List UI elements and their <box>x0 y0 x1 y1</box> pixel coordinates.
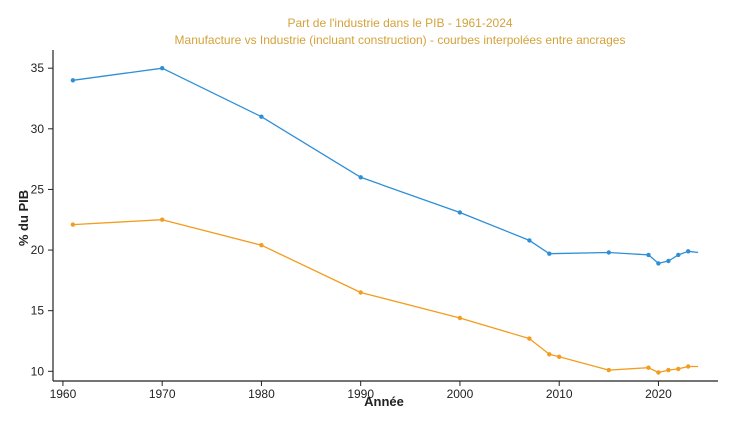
data-point <box>70 222 76 227</box>
x-tick-label: 1990 <box>347 387 374 401</box>
series-0 <box>70 66 699 266</box>
x-tick-label: 1960 <box>50 387 77 401</box>
data-point <box>606 367 611 373</box>
series-line <box>72 67 699 265</box>
data-point <box>70 78 76 83</box>
y-axis-label: % du PIB <box>16 190 31 246</box>
x-tick-label: 2020 <box>645 387 672 401</box>
y-tick-label: 35 <box>31 61 45 75</box>
series-line <box>72 219 699 374</box>
y-tick-label: 15 <box>31 304 45 318</box>
series-layer <box>70 66 699 375</box>
data-point <box>358 290 363 295</box>
data-point <box>646 365 651 370</box>
y-tick-label: 10 <box>31 364 45 378</box>
data-point <box>676 366 681 372</box>
y-tick-label: 30 <box>31 122 45 136</box>
data-point <box>676 252 681 258</box>
x-tick-label: 2010 <box>546 387 573 401</box>
x-tick-label: 2000 <box>447 387 474 401</box>
chart-title: Part de l'industrie dans le PIB - 1961-2… <box>287 16 512 30</box>
data-point <box>557 354 562 359</box>
data-point <box>160 66 165 71</box>
y-tick-label: 20 <box>31 243 45 257</box>
data-point <box>547 251 552 256</box>
data-point <box>666 258 671 264</box>
data-point <box>457 210 463 215</box>
data-point <box>606 250 611 255</box>
data-point <box>686 364 691 369</box>
data-point <box>686 249 691 254</box>
y-tick-label: 25 <box>31 182 45 196</box>
x-axis-label: Année <box>364 394 404 409</box>
data-point <box>259 243 264 248</box>
data-point <box>457 315 463 321</box>
axes <box>52 50 718 382</box>
data-point <box>547 352 552 357</box>
x-tick-label: 1970 <box>149 387 176 401</box>
chart-subtitle: Manufacture vs Industrie (incluant const… <box>175 33 626 47</box>
data-point <box>656 370 661 375</box>
data-point <box>259 114 264 119</box>
data-point <box>358 175 363 180</box>
x-tick-label: 1980 <box>248 387 275 401</box>
data-point <box>527 238 532 243</box>
data-point <box>160 217 165 222</box>
data-point <box>666 367 671 373</box>
series-1 <box>70 217 699 375</box>
ticks: 1960 1970 1980 1990 2000 2010 2020 10 15 20 25 30 35 <box>31 61 672 401</box>
data-point <box>656 261 661 266</box>
data-point <box>527 336 532 341</box>
data-point <box>646 252 651 258</box>
